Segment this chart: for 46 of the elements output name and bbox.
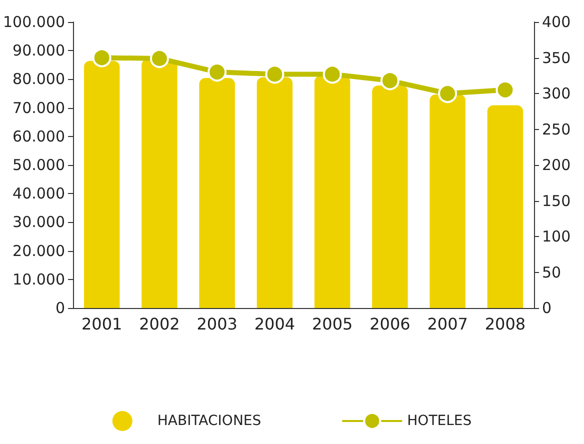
y-tick-label: 30.000: [12, 213, 66, 232]
x-tick-label: 2004: [254, 314, 296, 334]
y-tick-label: 50.000: [12, 156, 66, 174]
y2-tick-label: 200: [542, 156, 571, 174]
y-tick-label: 10.000: [12, 270, 66, 288]
y2-tick-label: 50: [542, 263, 562, 282]
bar: [256, 77, 293, 308]
y2-tick-label: 250: [542, 120, 571, 138]
bar: [372, 85, 408, 308]
y-tick-label: 40.000: [12, 184, 66, 203]
y-tick-label: 100.000: [3, 13, 66, 31]
x-tick-label: 2007: [427, 314, 468, 334]
point: [438, 84, 458, 103]
y-tick-label: 90.000: [12, 42, 66, 60]
bar: [487, 105, 524, 308]
x-tick-label: 2002: [139, 314, 180, 334]
y-tick-label: 80.000: [12, 70, 66, 88]
point: [322, 64, 342, 84]
y2-tick-label: 100: [542, 228, 571, 246]
y2-tick-label: 0: [542, 299, 552, 317]
y-tick-label: 0: [55, 299, 66, 317]
x-tick-label: 2005: [312, 314, 353, 334]
legend-label: HABITACIONES: [157, 413, 262, 429]
x-tick-label: 2003: [196, 314, 238, 334]
bar: [430, 94, 466, 308]
bar: [199, 78, 235, 308]
y-tick-label: 60.000: [12, 127, 66, 146]
y2-tick-label: 400: [542, 13, 571, 31]
y-tick-label: 70.000: [12, 98, 66, 117]
x-tick-label: 2008: [484, 314, 526, 334]
x-tick-label: 2001: [81, 314, 122, 334]
x-tick-label: 2006: [370, 314, 410, 334]
point: [265, 64, 284, 84]
point: [150, 48, 169, 68]
bar: [314, 76, 350, 308]
bar: [142, 59, 178, 308]
y2-tick-label: 150: [542, 192, 571, 210]
point: [496, 80, 515, 100]
point: [208, 62, 227, 82]
bar: [84, 60, 120, 308]
y-tick-label: 20.000: [12, 242, 66, 260]
legend-label: HOTELES: [407, 413, 472, 429]
point: [380, 71, 400, 90]
y2-tick-label: 350: [542, 48, 571, 67]
y2-tick-label: 300: [542, 84, 571, 102]
point: [92, 48, 112, 68]
